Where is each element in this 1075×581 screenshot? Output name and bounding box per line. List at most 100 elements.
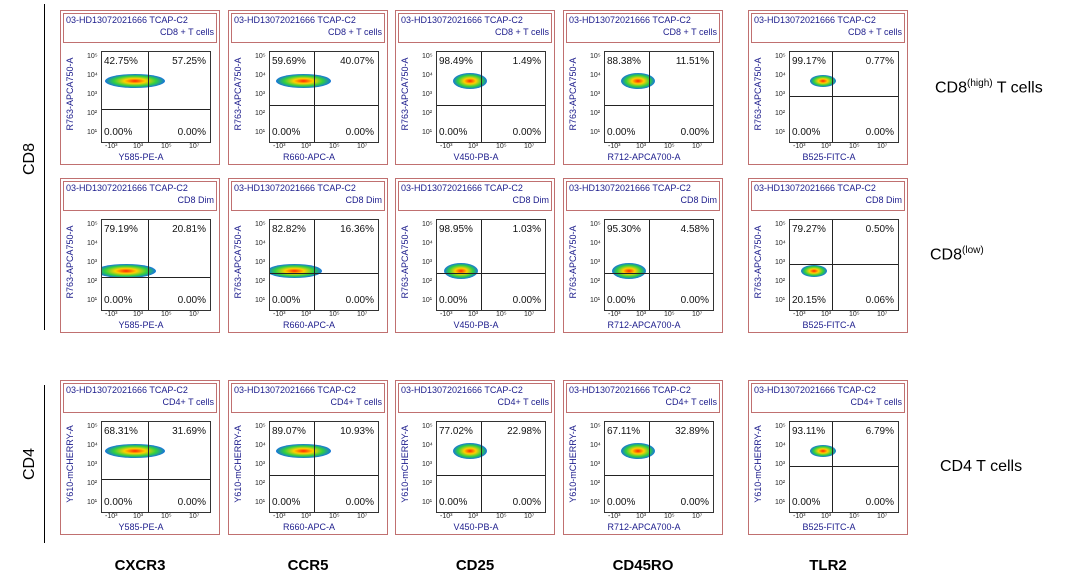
x-axis-label: R712-APCA700-A [607, 152, 681, 162]
plot-area: 98.49% 1.49% 0.00% 0.00% [436, 51, 546, 143]
y-axis-label: R763-APCA750-A [233, 225, 243, 299]
quadrant-line [437, 475, 545, 477]
density-cloud [612, 262, 647, 279]
axis-arrow [44, 4, 45, 330]
quadrant-line [481, 422, 482, 512]
density-cloud [444, 262, 479, 279]
sample-id: 03-HD13072021666 TCAP-C2 [754, 385, 876, 395]
label-part: CD8 [935, 79, 968, 97]
quadrant-percent: 0.77% [865, 56, 894, 67]
x-axis-label: Y585-PE-A [118, 522, 164, 532]
quadrant-line [481, 220, 482, 310]
quadrant-percent: 0.00% [272, 127, 301, 138]
quadrant-percent: 0.50% [865, 224, 894, 235]
quadrant-line [481, 52, 482, 142]
y-axis-label: Y610-mCHERRY-A [568, 425, 578, 503]
x-tick-label: -10³ [608, 143, 621, 150]
y-tick-label: 10³ [590, 461, 601, 468]
gate-name: CD8 Dim [345, 195, 382, 205]
quadrant-percent: 0.00% [680, 497, 709, 508]
x-tick-label: 10⁵ [329, 311, 340, 318]
label-part: CD4 T cells [940, 458, 1023, 475]
x-tick-label: 10⁷ [189, 513, 200, 520]
y-tick-label: 10³ [422, 461, 433, 468]
axis-arrow [44, 385, 45, 543]
quadrant-percent: 20.15% [792, 295, 826, 306]
flow-panel: 03-HD13072021666 TCAP-C2 CD4+ T cells Y610… [228, 380, 388, 535]
y-tick-label: 10⁵ [87, 423, 98, 430]
quadrant-line [314, 422, 315, 512]
plot-area: 79.19% 20.81% 0.00% 0.00% [101, 219, 211, 311]
x-tick-label: 10⁵ [664, 311, 675, 318]
quadrant-percent: 0.00% [512, 127, 541, 138]
quadrant-line [270, 105, 378, 107]
x-tick-label: 10⁵ [161, 311, 172, 318]
x-tick-label: -10³ [440, 143, 453, 150]
x-tick-label: 10³ [301, 311, 312, 318]
x-tick-label: 10³ [636, 143, 647, 150]
y-axis-label: R763-APCA750-A [753, 57, 763, 131]
plot-area: 98.95% 1.03% 0.00% 0.00% [436, 219, 546, 311]
quadrant-line [649, 220, 650, 310]
quadrant-line [314, 52, 315, 142]
sample-id: 03-HD13072021666 TCAP-C2 [66, 385, 188, 395]
y-axis-label: R763-APCA750-A [753, 225, 763, 299]
x-tick-label: 10⁷ [877, 311, 888, 318]
quadrant-line [148, 52, 150, 142]
y-tick-label: 10⁵ [590, 53, 601, 60]
x-tick-label: 10⁵ [161, 513, 172, 520]
y-tick-label: 10⁴ [255, 240, 266, 247]
y-tick-label: 10³ [775, 91, 786, 98]
gate-name: CD4+ T cells [162, 397, 214, 407]
quadrant-percent: 0.00% [177, 497, 206, 508]
x-tick-label: 10⁵ [496, 513, 507, 520]
gate-name: CD4+ T cells [850, 397, 902, 407]
flow-panel: 03-HD13072021666 TCAP-C2 CD8 Dim R763-APCA… [60, 178, 220, 333]
x-axis-label: R712-APCA700-A [607, 522, 681, 532]
x-tick-label: 10³ [468, 513, 479, 520]
x-tick-label: 10⁵ [329, 143, 340, 150]
quadrant-percent: 0.00% [177, 127, 206, 138]
quadrant-percent: 0.00% [792, 497, 821, 508]
x-tick-label: 10³ [133, 143, 144, 150]
column-label: CD45RO [612, 557, 674, 574]
x-tick-label: -10³ [793, 143, 806, 150]
gate-name: CD8 + T cells [328, 27, 382, 37]
sample-id: 03-HD13072021666 TCAP-C2 [66, 183, 188, 193]
quadrant-percent: 0.06% [865, 295, 894, 306]
x-tick-label: 10⁷ [189, 311, 200, 318]
density-cloud [105, 444, 165, 459]
flow-panel: 03-HD13072021666 TCAP-C2 CD8 + T cells R76… [60, 10, 220, 165]
quadrant-percent: 0.00% [439, 295, 468, 306]
x-tick-label: 10⁵ [849, 311, 860, 318]
quadrant-percent: 0.00% [439, 127, 468, 138]
label-part: T cells [992, 79, 1043, 97]
quadrant-line [605, 105, 713, 107]
density-cloud [275, 444, 331, 459]
x-tick-label: -10³ [793, 513, 806, 520]
quadrant-percent: 88.38% [607, 56, 641, 67]
quadrant-percent: 77.02% [439, 426, 473, 437]
quadrant-percent: 10.93% [340, 426, 374, 437]
y-tick-label: 10⁴ [590, 240, 601, 247]
x-tick-label: 10⁷ [357, 143, 368, 150]
y-tick-label: 10¹ [422, 297, 433, 304]
y-tick-label: 10⁴ [255, 442, 266, 449]
y-tick-label: 10³ [87, 91, 98, 98]
density-cloud [105, 74, 165, 89]
x-axis-label: R660-APC-A [282, 320, 336, 330]
y-tick-label: 10⁵ [775, 53, 786, 60]
y-tick-label: 10⁴ [590, 442, 601, 449]
x-axis-label: V450-PB-A [453, 522, 499, 532]
density-cloud [453, 73, 487, 90]
quadrant-percent: 82.82% [272, 224, 306, 235]
quadrant-percent: 0.00% [345, 497, 374, 508]
y-tick-label: 10⁴ [590, 72, 601, 79]
quadrant-percent: 95.30% [607, 224, 641, 235]
quadrant-percent: 98.49% [439, 56, 473, 67]
sample-id: 03-HD13072021666 TCAP-C2 [66, 15, 188, 25]
y-tick-label: 10² [590, 480, 601, 487]
y-axis-label: Y610-mCHERRY-A [65, 425, 75, 503]
y-tick-label: 10⁵ [255, 221, 266, 228]
